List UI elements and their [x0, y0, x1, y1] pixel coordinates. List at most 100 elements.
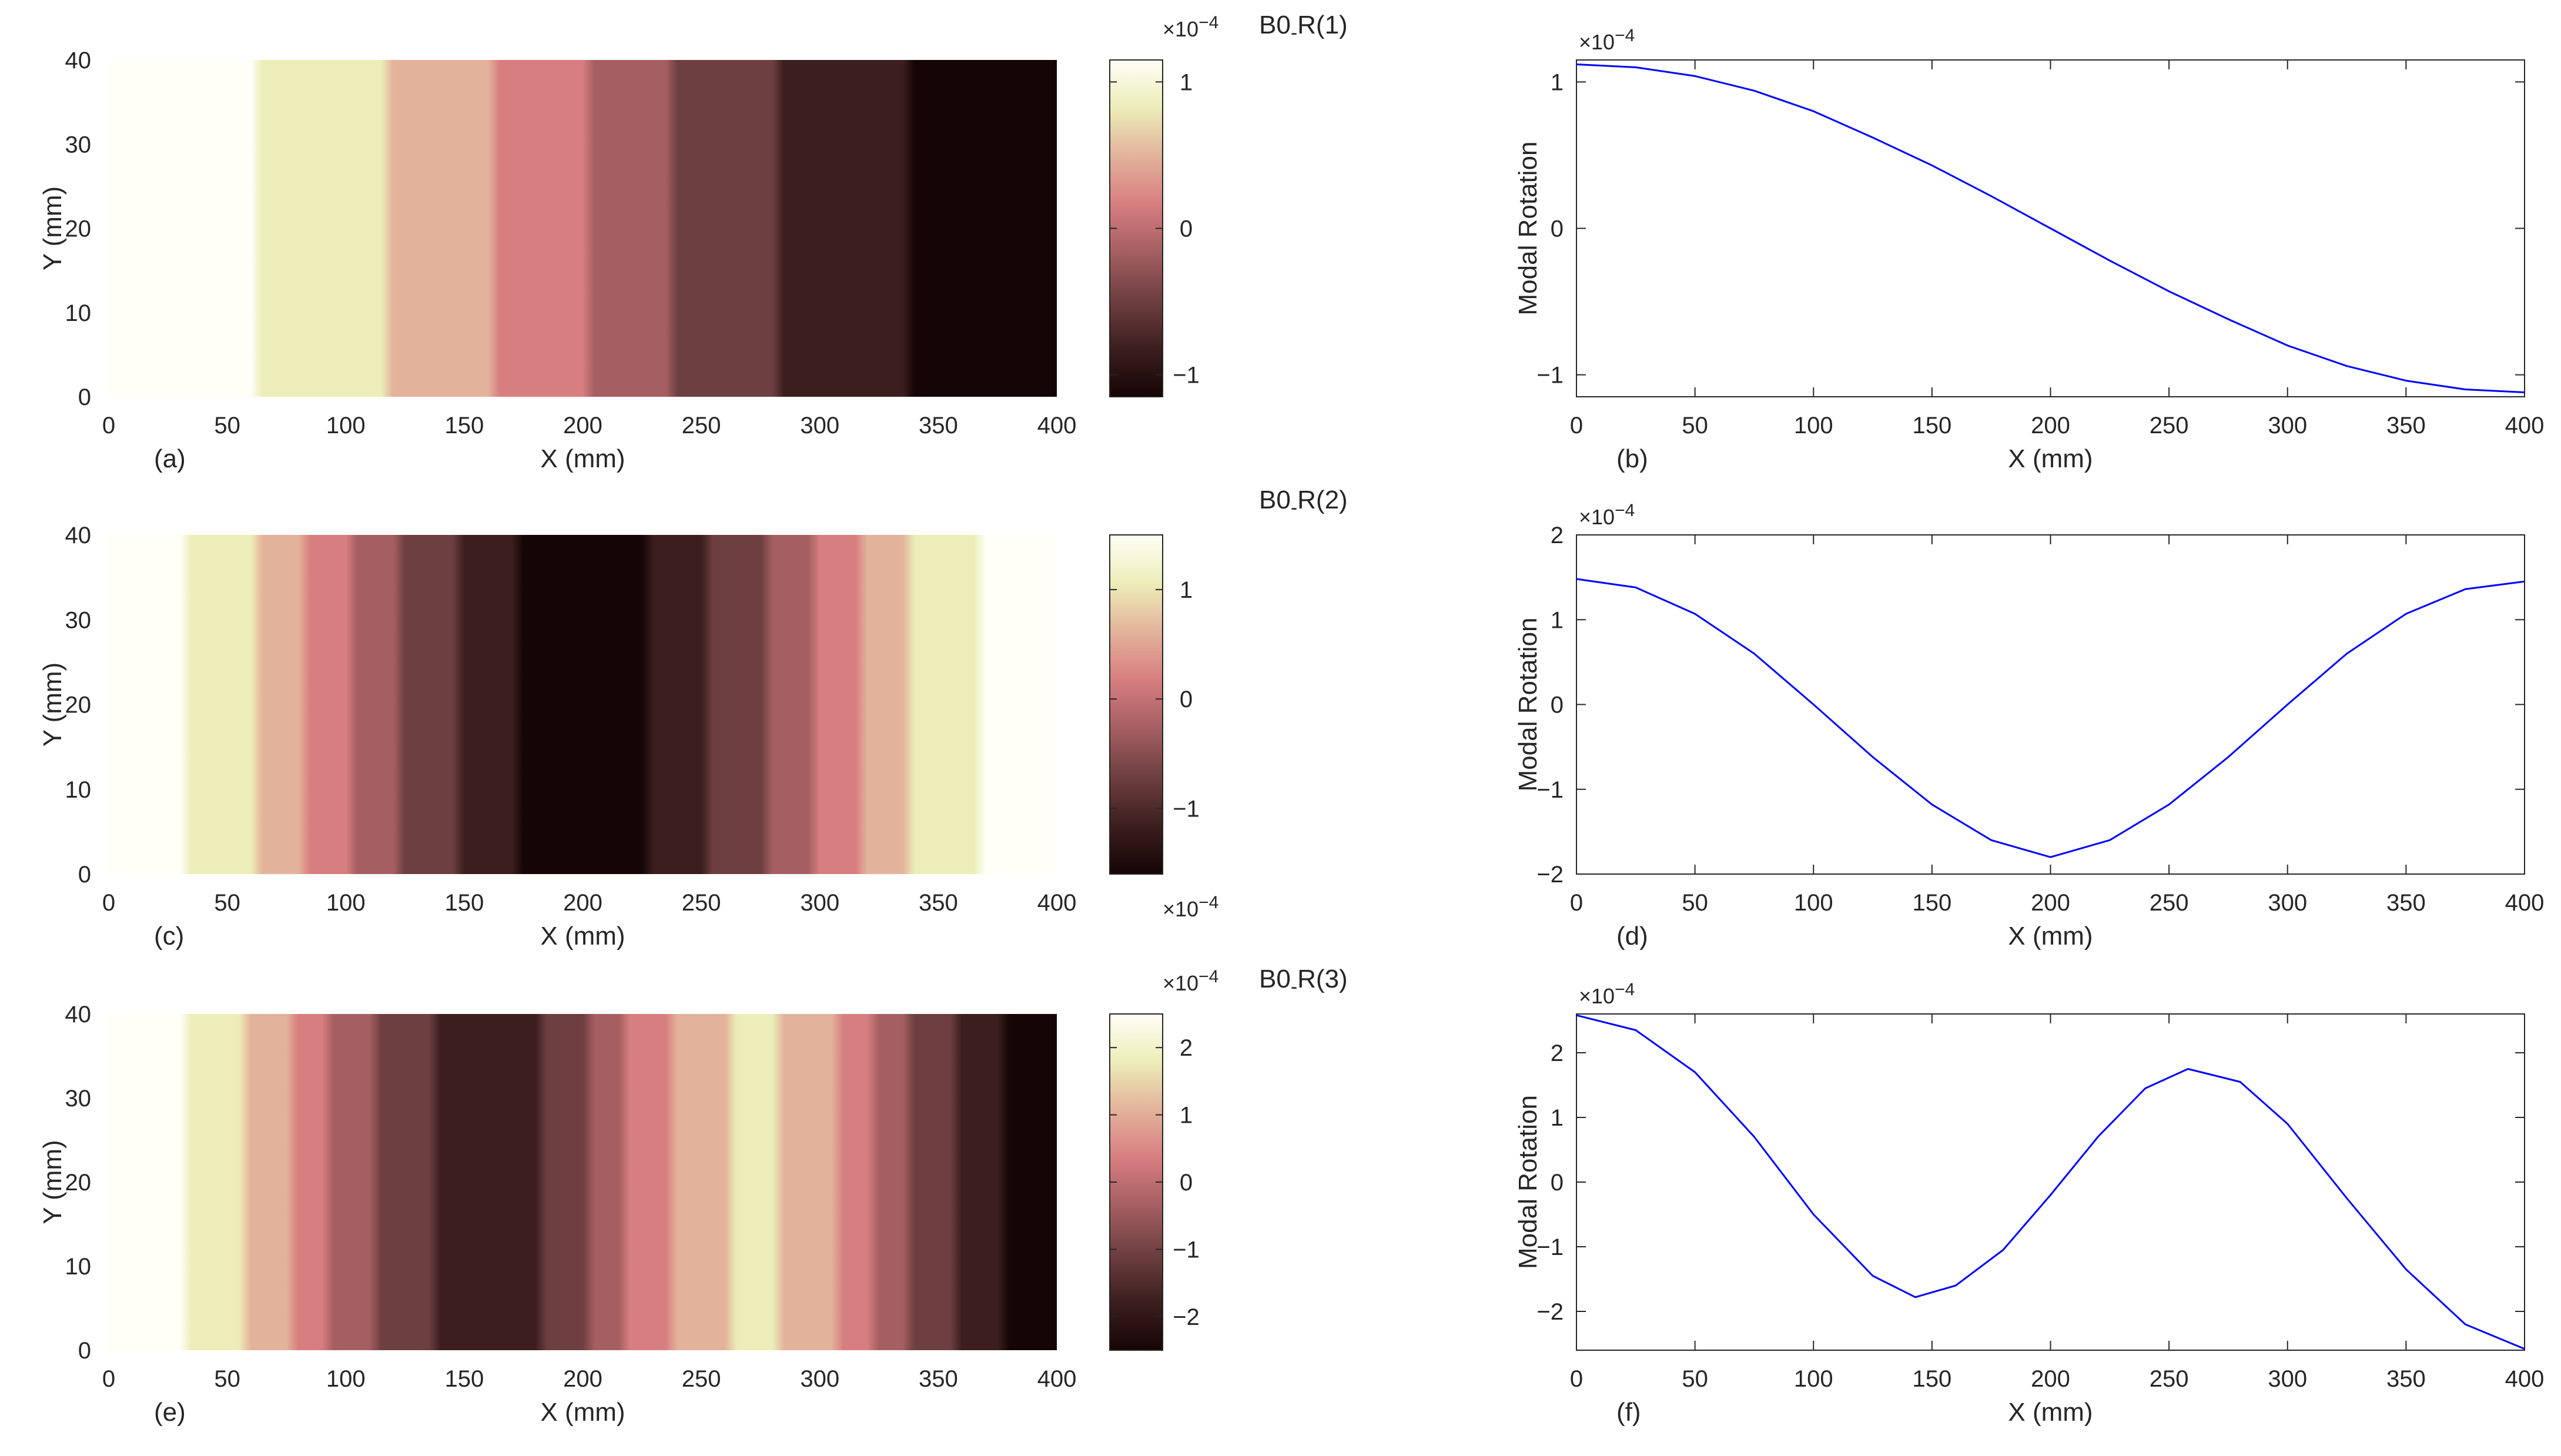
x-tick-label: 150	[445, 413, 484, 439]
x-tick-label: 250	[682, 1366, 721, 1392]
y-tick-label: 1	[1551, 69, 1564, 95]
heatmap-field-c	[109, 535, 1057, 874]
y-tick-label: 40	[65, 48, 92, 73]
y-tick-label: −1	[1536, 777, 1564, 803]
x-tick-label: 350	[919, 413, 958, 439]
x-tick-label: 400	[1037, 413, 1077, 439]
x-tick-label: 200	[2031, 413, 2070, 439]
y-tick-label: −2	[1536, 862, 1564, 888]
y-tick-label: 0	[1551, 216, 1564, 242]
y-tick-label: 0	[78, 384, 91, 410]
x-tick-label: 200	[2031, 890, 2070, 916]
y-tick-label: 0	[1551, 692, 1564, 718]
y-tick-label: 2	[1551, 1040, 1564, 1066]
x-tick-label: 200	[563, 413, 602, 439]
x-tick-label: 300	[2268, 890, 2307, 916]
axis-exponent: ×10−4	[1579, 501, 1635, 529]
y-tick-label: 0	[78, 1338, 91, 1364]
colorbar-exponent: ×10−4	[1163, 967, 1218, 995]
colorbar-tick-label: 1	[1180, 577, 1193, 603]
y-tick-label: 1	[1551, 607, 1564, 633]
series-line-f	[1576, 1014, 2525, 1350]
colorbar-title: B0-R(2)	[1259, 486, 1348, 519]
x-tick-label: 250	[682, 890, 721, 916]
y-axis-label: Modal Rotation	[1514, 1095, 1542, 1269]
colorbar-tick-label: −1	[1173, 796, 1200, 822]
x-tick-label: 0	[1570, 890, 1583, 916]
y-tick-label: 2	[1551, 523, 1564, 548]
y-tick-label: 10	[65, 300, 92, 326]
x-tick-label: 300	[800, 413, 839, 439]
x-tick-label: 200	[563, 890, 602, 916]
x-axis-label: X (mm)	[2008, 1398, 2093, 1427]
colorbar-tick-label: 0	[1180, 1170, 1193, 1196]
colorbar-tick-label: −1	[1173, 1237, 1200, 1263]
x-tick-label: 50	[214, 1366, 240, 1392]
y-tick-label: 0	[78, 862, 91, 888]
y-tick-label: 20	[65, 216, 92, 242]
colorbar-tick-label: 0	[1180, 216, 1193, 242]
x-tick-label: 400	[2505, 890, 2545, 916]
y-axis-label: Y (mm)	[38, 662, 67, 747]
y-tick-label: 30	[65, 607, 92, 633]
y-tick-label: 10	[65, 777, 92, 803]
x-axis-label: X (mm)	[540, 922, 625, 950]
y-tick-label: 10	[65, 1254, 92, 1280]
colorbar-tick-label: 1	[1180, 69, 1193, 95]
x-tick-label: 300	[800, 1366, 839, 1392]
panel-label: (d)	[1616, 922, 1648, 950]
x-tick-label: 150	[1913, 413, 1952, 439]
x-tick-label: 100	[1794, 1366, 1833, 1392]
x-tick-label: 150	[1913, 1366, 1952, 1392]
colorbar-tick-label: −2	[1173, 1304, 1200, 1330]
x-tick-label: 150	[445, 890, 484, 916]
x-tick-label: 100	[1794, 413, 1833, 439]
y-tick-label: 0	[1551, 1170, 1564, 1196]
y-tick-label: −1	[1536, 1234, 1564, 1260]
colorbar-tick-label: 0	[1180, 687, 1193, 712]
colorbar-tick-label: 2	[1180, 1035, 1193, 1061]
x-tick-label: 0	[1570, 413, 1583, 439]
x-tick-label: 400	[2505, 1366, 2545, 1392]
y-tick-label: 20	[65, 1170, 92, 1196]
x-tick-label: 300	[2268, 413, 2307, 439]
x-tick-label: 0	[102, 1366, 115, 1392]
x-axis-label: X (mm)	[2008, 922, 2093, 950]
plot-area-d	[1576, 534, 2525, 875]
panel-label: (f)	[1616, 1398, 1641, 1427]
panel-label: (a)	[154, 444, 186, 473]
x-tick-label: 350	[2386, 890, 2426, 916]
x-tick-label: 350	[919, 1366, 958, 1392]
y-tick-label: 40	[65, 523, 92, 548]
x-tick-label: 50	[1682, 413, 1708, 439]
x-tick-label: 50	[214, 890, 240, 916]
panel-label: (e)	[154, 1398, 186, 1427]
x-tick-label: 400	[1037, 1366, 1077, 1392]
x-tick-label: 350	[2386, 1366, 2426, 1392]
colorbar-title: B0-R(3)	[1259, 965, 1348, 998]
y-tick-label: 40	[65, 1002, 92, 1027]
axis-exponent: ×10−4	[1579, 980, 1635, 1008]
x-tick-label: 50	[1682, 890, 1708, 916]
x-tick-label: 0	[102, 413, 115, 439]
heatmap-field-e	[109, 1014, 1057, 1350]
series-line-d	[1576, 578, 2525, 858]
x-tick-label: 250	[682, 413, 721, 439]
x-tick-label: 200	[2031, 1366, 2070, 1392]
x-tick-label: 350	[919, 890, 958, 916]
x-tick-label: 100	[326, 1366, 366, 1392]
x-tick-label: 250	[2150, 890, 2189, 916]
colorbar-tick-label: −1	[1173, 363, 1200, 389]
y-tick-label: 20	[65, 692, 92, 718]
y-tick-label: 1	[1551, 1105, 1564, 1131]
y-axis-label: Y (mm)	[38, 1140, 67, 1224]
x-tick-label: 100	[1794, 890, 1833, 916]
y-tick-label: −1	[1536, 363, 1564, 389]
x-tick-label: 300	[800, 890, 839, 916]
y-tick-label: 30	[65, 1086, 92, 1112]
x-tick-label: 150	[445, 1366, 484, 1392]
colorbar-tick-label: 1	[1180, 1103, 1193, 1129]
y-axis-label: Modal Rotation	[1514, 618, 1542, 792]
heatmap-field-a	[109, 60, 1057, 397]
